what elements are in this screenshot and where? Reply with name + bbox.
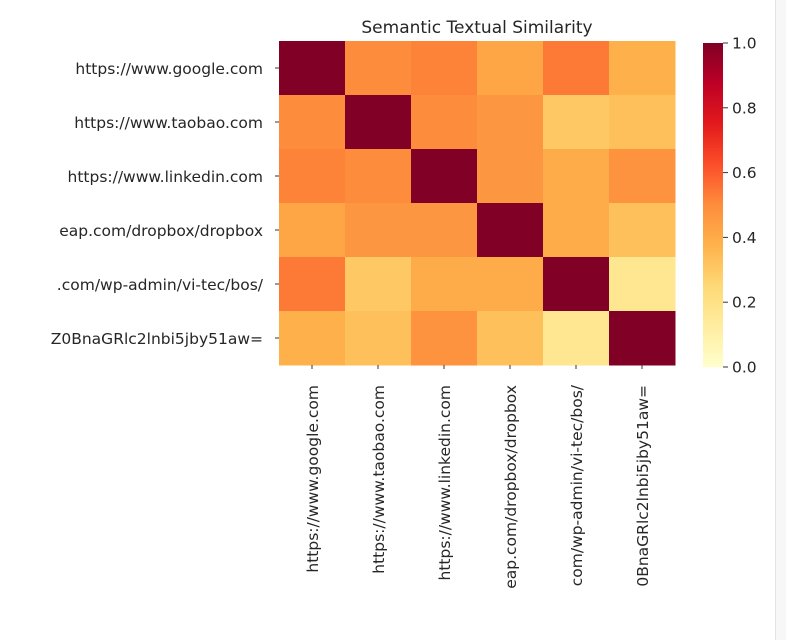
heatmap-cell-r5-c0: [279, 311, 346, 366]
heatmap-cell-r2-c1: [345, 149, 412, 204]
row-label-1: https://www.taobao.com: [74, 114, 263, 132]
heatmap-cell-r0-c3: [477, 41, 544, 96]
heatmap-cell-r2-c2: [411, 149, 478, 204]
heatmap-cell-r3-c1: [345, 203, 412, 258]
heatmap-cell-r0-c5: [609, 41, 676, 96]
colorbar-tick-label-4: 0.8: [732, 99, 757, 117]
heatmap-cells: [279, 41, 676, 366]
heatmap-cell-r5-c3: [477, 311, 544, 366]
row-label-3: eap.com/dropbox/dropbox: [59, 222, 263, 240]
heatmap-cell-r4-c4: [543, 257, 610, 312]
colorbar-tick-label-0: 0.0: [732, 359, 757, 377]
heatmap-cell-r0-c2: [411, 41, 478, 96]
col-label-5: 0BnaGRlc2lnbi5jby51aw=: [634, 385, 652, 587]
column-labels: https://www.google.com https://www.taobao…: [304, 365, 652, 589]
vertical-scrollbar[interactable]: [775, 0, 786, 640]
col-label-2: https://www.linkedin.com: [436, 385, 454, 581]
col-label-3: eap.com/dropbox/dropbox: [502, 385, 520, 589]
heatmap-cell-r4-c1: [345, 257, 412, 312]
row-label-0: https://www.google.com: [75, 60, 263, 78]
col-label-1: https://www.taobao.com: [370, 385, 388, 574]
heatmap-cell-r2-c4: [543, 149, 610, 204]
heatmap-cell-r5-c2: [411, 311, 478, 366]
heatmap-cell-r1-c2: [411, 95, 478, 150]
heatmap-cell-r0-c4: [543, 41, 610, 96]
chart-title: Semantic Textual Similarity: [361, 18, 592, 38]
row-label-2: https://www.linkedin.com: [68, 168, 264, 186]
heatmap-cell-r2-c3: [477, 149, 544, 204]
heatmap-cell-r4-c3: [477, 257, 544, 312]
heatmap-cell-r1-c3: [477, 95, 544, 150]
heatmap-cell-r3-c5: [609, 203, 676, 258]
heatmap-cell-r3-c3: [477, 203, 544, 258]
heatmap-cell-r3-c0: [279, 203, 346, 258]
heatmap-cell-r1-c4: [543, 95, 610, 150]
heatmap-cell-r1-c5: [609, 95, 676, 150]
col-label-4: com/wp-admin/vi-tec/bos/: [568, 384, 586, 586]
colorbar-tick-label-3: 0.6: [732, 164, 757, 182]
colorbar-tick-label-1: 0.2: [732, 294, 757, 312]
heatmap-cell-r4-c2: [411, 257, 478, 312]
row-labels: https://www.google.com https://www.taobao…: [51, 60, 279, 348]
heatmap-cell-r1-c0: [279, 95, 346, 150]
heatmap-cell-r2-c5: [609, 149, 676, 204]
colorbar-gradient: [703, 43, 723, 367]
heatmap-cell-r0-c0: [279, 41, 346, 96]
heatmap-cell-r3-c4: [543, 203, 610, 258]
heatmap-cell-r5-c5: [609, 311, 676, 366]
heatmap-cell-r4-c0: [279, 257, 346, 312]
heatmap-cell-r3-c2: [411, 203, 478, 258]
heatmap-cell-r0-c1: [345, 41, 412, 96]
heatmap-cell-r1-c1: [345, 95, 412, 150]
heatmap-cell-r5-c1: [345, 311, 412, 366]
colorbar-tick-label-5: 1.0: [732, 35, 757, 53]
col-label-0: https://www.google.com: [304, 385, 322, 573]
heatmap-cell-r5-c4: [543, 311, 610, 366]
colorbar-tick-label-2: 0.4: [732, 229, 757, 247]
heatmap-cell-r4-c5: [609, 257, 676, 312]
colorbar: 0.0 0.2 0.4 0.6 0.8 1.0: [703, 35, 757, 377]
row-label-5: Z0BnaGRlc2lnbi5jby51aw=: [51, 330, 263, 348]
heatmap-cell-r2-c0: [279, 149, 346, 204]
row-label-4: .com/wp-admin/vi-tec/bos/: [57, 276, 264, 294]
